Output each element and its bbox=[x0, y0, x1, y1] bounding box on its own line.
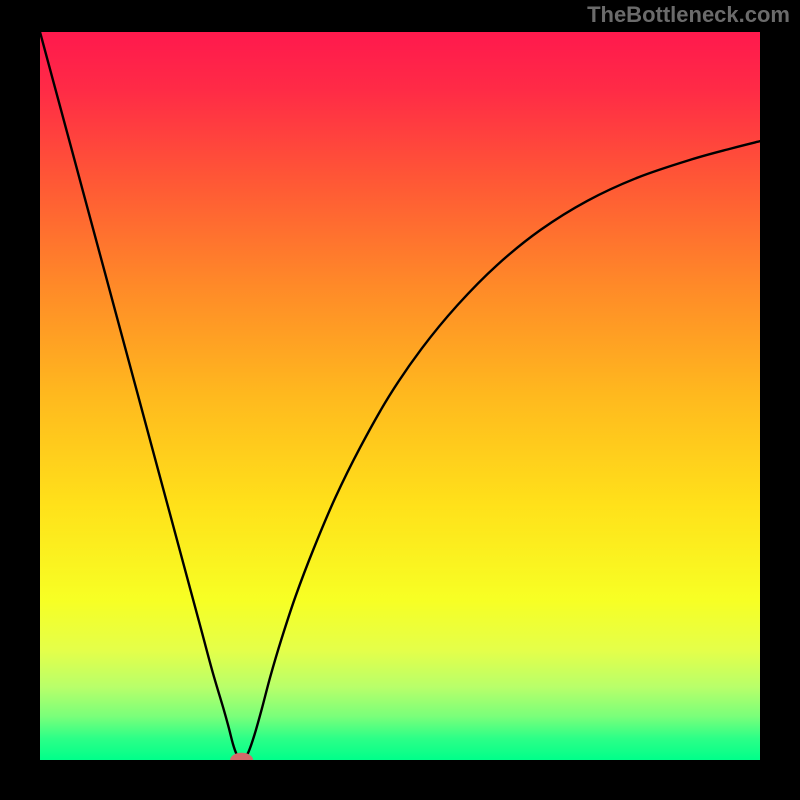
bottleneck-chart bbox=[0, 0, 800, 800]
watermark-text: TheBottleneck.com bbox=[587, 2, 790, 28]
gradient-background bbox=[40, 32, 760, 760]
minimum-marker bbox=[230, 753, 253, 768]
chart-container: { "branding": { "watermark_text": "TheBo… bbox=[0, 0, 800, 800]
